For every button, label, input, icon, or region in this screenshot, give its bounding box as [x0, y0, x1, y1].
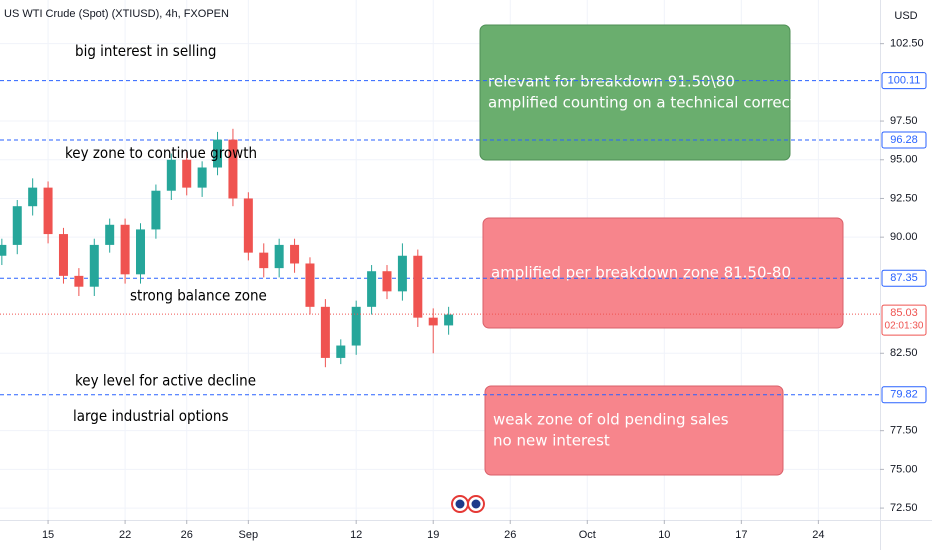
- last-price-box: [881, 304, 927, 336]
- y-tick-label: 92.50: [890, 192, 918, 204]
- candle-body: [0, 244, 7, 256]
- candle-body: [397, 255, 407, 292]
- candle-body: [12, 206, 22, 245]
- candle-body: [336, 345, 346, 358]
- y-tick-label: 95.00: [890, 154, 918, 166]
- level-label-box: [881, 131, 927, 149]
- x-tick-label: 17: [735, 529, 747, 541]
- annotation-text: strong balance zone: [130, 286, 267, 304]
- candle-body: [259, 252, 269, 269]
- candle-body: [28, 187, 38, 207]
- candle-body: [213, 139, 223, 168]
- candle-body: [428, 317, 438, 326]
- last-price-label: 85.03: [890, 307, 918, 319]
- chart-title: US WTI Crude (Spot) (XTIUSD), 4h, FXOPEN: [4, 8, 229, 20]
- annotation-text: key level for active decline: [75, 372, 256, 390]
- candle-body: [197, 167, 207, 188]
- x-tick-label: 15: [42, 529, 54, 541]
- candle-body: [182, 159, 192, 188]
- annotation-text: large industrial options: [73, 407, 229, 425]
- level-label-box: [881, 72, 927, 90]
- candle-body: [290, 244, 300, 264]
- candle-body: [228, 139, 238, 199]
- y-tick-label: 90.00: [890, 231, 918, 243]
- x-tick-label: 19: [427, 529, 439, 541]
- annotation-box-text: amplified counting on a technical correc…: [488, 94, 819, 112]
- level-label: 87.35: [890, 272, 918, 284]
- annotation-text: big interest in selling: [75, 42, 217, 60]
- x-tick-label: 24: [812, 529, 824, 541]
- candle-body: [243, 198, 253, 253]
- level-label: 100.11: [888, 75, 921, 87]
- y-tick-label: 72.50: [890, 502, 918, 514]
- candle-body: [166, 159, 176, 191]
- y-tick-label: 102.50: [890, 38, 924, 50]
- candle-body: [305, 263, 315, 307]
- y-axis-label: USD: [894, 10, 917, 22]
- y-tick-label: 75.00: [890, 463, 918, 475]
- y-tick-label: 82.50: [890, 347, 918, 359]
- event-icon-inner: [471, 499, 481, 509]
- candle-body: [274, 244, 284, 269]
- x-tick-label: 22: [119, 529, 131, 541]
- candle-body: [367, 271, 377, 307]
- y-tick-label: 97.50: [890, 115, 918, 127]
- candle-body: [58, 234, 68, 276]
- annotation-box-text: no new interest: [493, 432, 610, 450]
- x-tick-label: Sep: [239, 529, 259, 541]
- candle-body: [444, 314, 454, 326]
- level-label-box: [881, 269, 927, 287]
- level-label: 79.82: [890, 389, 918, 401]
- level-label: 96.28: [890, 134, 918, 146]
- x-tick-label: 26: [181, 529, 193, 541]
- candle-body: [136, 229, 146, 275]
- x-tick-label: 12: [350, 529, 362, 541]
- candle-body: [43, 187, 53, 235]
- candle-body: [413, 255, 423, 318]
- x-tick-label: 10: [658, 529, 670, 541]
- x-tick-label: 26: [504, 529, 516, 541]
- countdown: 02:01:30: [885, 321, 924, 332]
- annotation-box: [484, 385, 784, 476]
- annotation-text: key zone to continue growth: [65, 144, 257, 162]
- candle-body: [382, 271, 392, 292]
- annotation-box-text: amplified per breakdown zone 81.50-80: [491, 264, 791, 282]
- candle-body: [89, 244, 99, 287]
- candle-body: [105, 224, 115, 245]
- candle-body: [351, 306, 361, 346]
- candle-body: [120, 224, 130, 275]
- annotation-box: [482, 217, 844, 329]
- x-tick-label: Oct: [579, 529, 596, 541]
- level-label-box: [881, 386, 927, 404]
- y-tick-label: 77.50: [890, 425, 918, 437]
- annotation-box-text: relevant for breakdown 91.50\80: [488, 73, 735, 91]
- candle-body: [320, 306, 330, 358]
- candle-body: [74, 275, 84, 287]
- candle-body: [151, 190, 161, 230]
- annotation-box-text: weak zone of old pending sales: [493, 411, 729, 429]
- event-icon-inner: [455, 499, 465, 509]
- annotation-box: [479, 24, 791, 161]
